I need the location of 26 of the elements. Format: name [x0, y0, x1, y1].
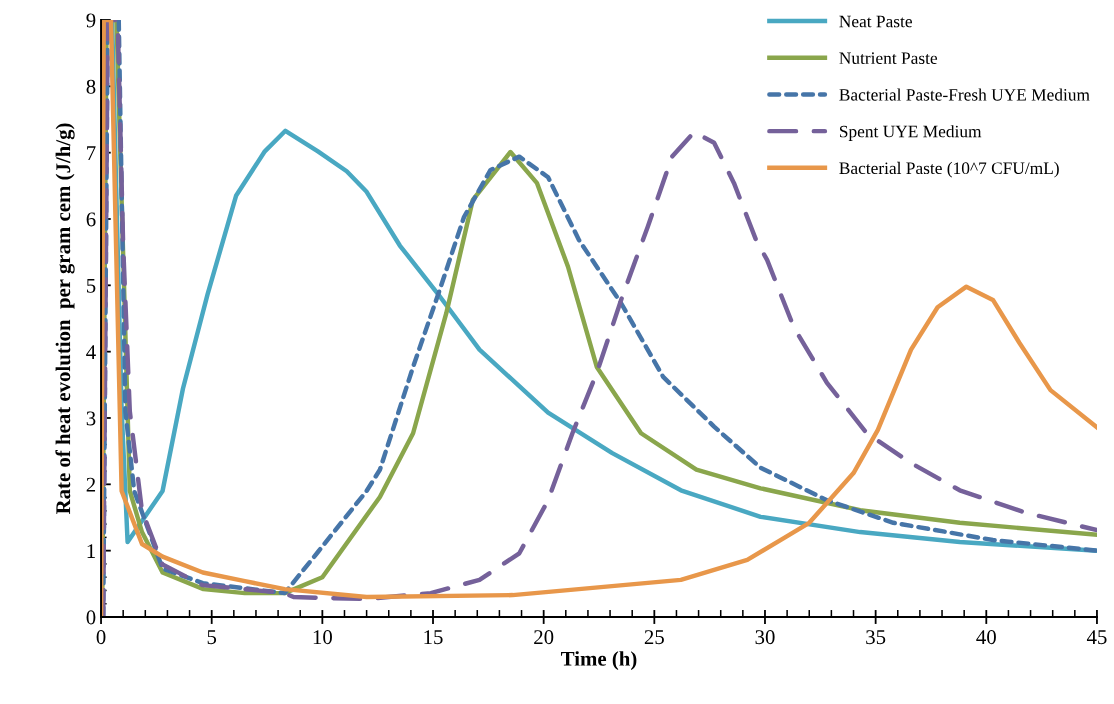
y-tick-label: 8 — [86, 79, 96, 94]
y-tick-label: 1 — [87, 544, 95, 558]
y-tick-label: 4 — [86, 345, 96, 359]
x-tick-label: 40 — [976, 630, 996, 645]
x-tick-label: 10 — [313, 630, 332, 645]
x-tick-label: 5 — [207, 630, 217, 645]
y-tick-label: 3 — [86, 411, 96, 426]
x-tick-label: 30 — [755, 630, 775, 645]
legend-label: Nutrient Paste — [839, 52, 938, 65]
x-tick-label: 20 — [534, 630, 554, 645]
legend-label: Neat Paste — [839, 15, 912, 28]
y-axis-title: Rate of heat evolution per gram cem (J/h/g) — [55, 123, 75, 515]
legend-label: Spent UYE Medium — [839, 125, 982, 141]
legend-label: Bacterial Paste-Fresh UYE Medium — [839, 88, 1090, 101]
y-tick-label: 7 — [87, 146, 96, 160]
x-tick-label: 35 — [866, 630, 886, 645]
y-tick-label: 5 — [86, 278, 96, 293]
y-tick-label: 2 — [86, 477, 96, 492]
y-tick-label: 0 — [86, 610, 96, 625]
legend-label: Bacterial Paste (10^7 CFU/mL) — [839, 161, 1059, 178]
x-tick-label: 25 — [644, 630, 664, 645]
x-axis-title: Time (h) — [561, 651, 637, 671]
y-tick-label: 9 — [86, 13, 96, 28]
y-tick-label: 6 — [86, 212, 96, 227]
x-tick-label: 15 — [424, 630, 443, 645]
x-tick-label: 45 — [1086, 630, 1107, 645]
